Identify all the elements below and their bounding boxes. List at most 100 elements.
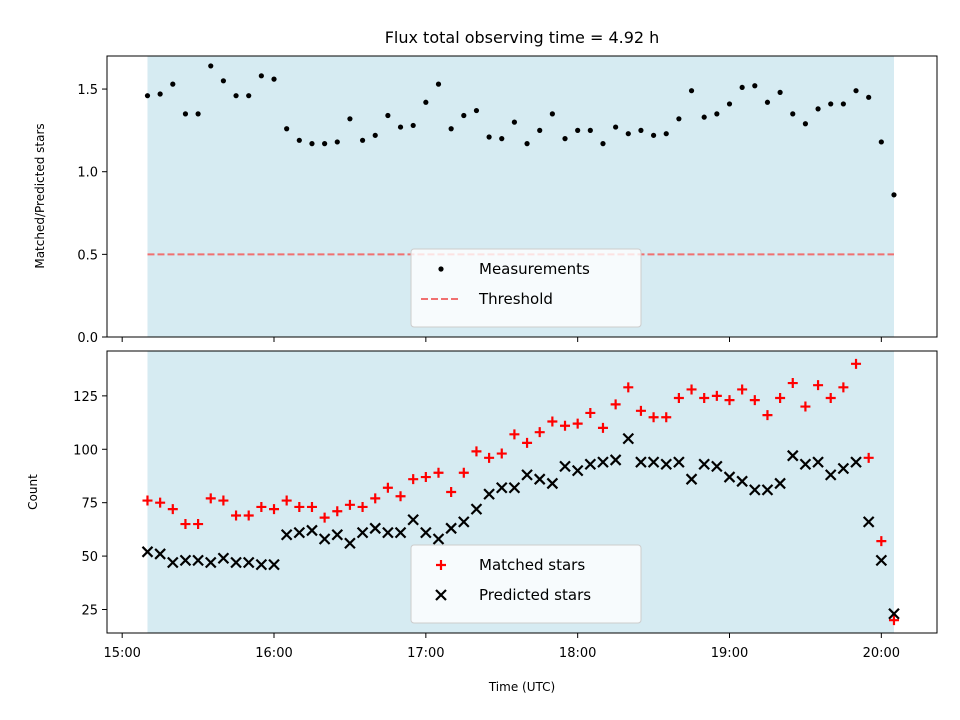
count-point (269, 504, 280, 515)
ratio-point (233, 93, 239, 99)
ratio-point (246, 93, 252, 99)
x-tick-label: 15:00 (103, 646, 140, 661)
ratio-point (726, 101, 733, 107)
ratio-y-tick-label: 1.5 (77, 83, 98, 98)
count-point (306, 524, 318, 537)
count-point (331, 528, 344, 541)
ratio-point (322, 141, 328, 147)
count-y-tick-label: 50 (81, 550, 98, 565)
count-point (850, 456, 862, 468)
ratio-point (815, 106, 821, 112)
count-point (268, 558, 280, 571)
legend-marker-swatch (438, 266, 444, 272)
ratio-point (182, 111, 189, 117)
count-point (661, 412, 672, 423)
ratio-point (486, 134, 492, 140)
legend-marker-swatch (435, 589, 447, 601)
count-y-axis-label: Count (26, 474, 40, 510)
count-y-tick-label: 75 (81, 497, 98, 512)
ratio-point (562, 136, 568, 142)
count-point (648, 412, 659, 423)
x-axis-label: Time (UTC) (488, 680, 555, 694)
count-point (155, 497, 166, 508)
count-point (255, 558, 268, 571)
count-point (407, 513, 419, 526)
ratio-point (372, 132, 378, 138)
x-tick-label: 18:00 (559, 646, 596, 661)
ratio-y-tick-label: 1.0 (77, 166, 98, 181)
count-panel: 25 50 75 100 125 15:00 16:00 17:00 18:00 19:00 20:… (73, 350, 938, 661)
ratio-point (359, 137, 366, 143)
ratio-point (752, 83, 758, 89)
count-point (382, 526, 394, 539)
ratio-point (676, 116, 682, 122)
count-point (167, 556, 179, 569)
count-point (141, 546, 154, 558)
ratio-point (284, 126, 290, 132)
count-point (281, 495, 292, 506)
count-point (522, 437, 533, 448)
count-point (344, 537, 356, 550)
count-legend-box (410, 544, 642, 624)
count-point (483, 488, 495, 500)
ratio-point (549, 111, 555, 117)
count-point (508, 481, 521, 494)
count-point (799, 458, 812, 471)
count-point (787, 378, 798, 389)
count-point (863, 452, 874, 463)
count-point (218, 495, 229, 506)
ratio-point (866, 94, 872, 100)
count-point (673, 456, 685, 468)
count-point (204, 556, 217, 569)
count-point (888, 615, 899, 626)
count-point (812, 456, 824, 468)
count-point (432, 533, 445, 545)
ratio-point (613, 124, 619, 130)
chart-title: Flux total observing time = 4.92 h (385, 28, 660, 47)
count-point (382, 482, 393, 493)
ratio-point (309, 141, 315, 147)
ratio-point (144, 93, 151, 99)
count-point (824, 469, 837, 481)
count-point (534, 427, 545, 438)
count-point (876, 536, 887, 547)
count-point (205, 493, 216, 504)
count-point (837, 462, 850, 475)
count-point (623, 382, 634, 393)
ratio-y-tick-label: 0.0 (77, 331, 98, 346)
count-point (306, 501, 317, 512)
count-point (471, 446, 482, 457)
ratio-point (461, 112, 467, 119)
count-point (584, 458, 597, 471)
ratio-point (764, 99, 771, 105)
count-point (231, 510, 242, 521)
count-point (344, 499, 355, 510)
count-point (509, 429, 520, 440)
count-point (571, 464, 584, 477)
count-point (761, 484, 774, 496)
legend-label: Measurements (479, 260, 590, 278)
ratio-point (435, 81, 442, 87)
count-point (357, 501, 368, 512)
count-point (749, 484, 761, 496)
count-point (496, 448, 507, 459)
count-point (243, 510, 254, 521)
legend-label: Matched stars (479, 556, 585, 574)
ratio-panel: 0.0 0.5 1.0 1.5 Measurements Threshold (77, 55, 938, 346)
count-point (647, 456, 660, 468)
count-point (395, 491, 406, 502)
ratio-point (777, 89, 783, 95)
count-point (420, 526, 432, 539)
ratio-point (739, 84, 745, 91)
count-point (180, 519, 191, 530)
count-point (724, 395, 735, 406)
legend-label: Threshold (478, 290, 553, 308)
ratio-y-tick-label: 0.5 (77, 248, 98, 263)
count-point (217, 552, 230, 565)
count-point (635, 456, 647, 468)
count-point (774, 477, 786, 490)
count-point (142, 495, 153, 506)
count-point (484, 452, 495, 463)
count-point (458, 516, 470, 528)
count-point (242, 556, 255, 569)
